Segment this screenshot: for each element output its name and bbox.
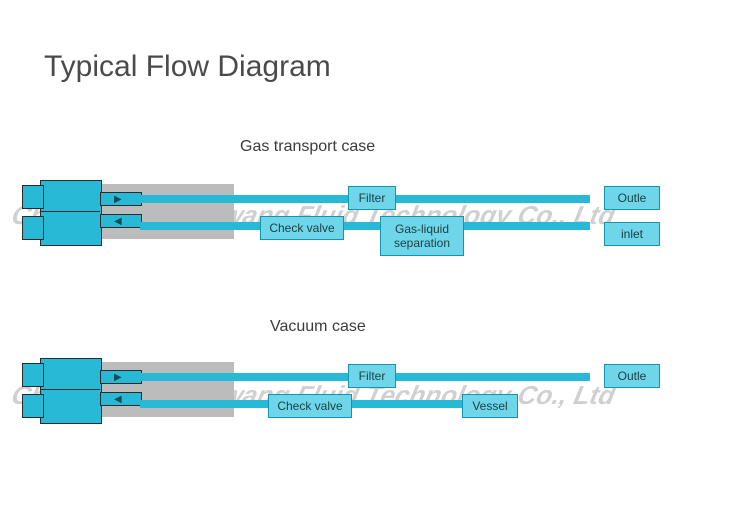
pump-divider-gas — [40, 211, 100, 212]
box-vacuum-check-valve: Check valve — [268, 394, 352, 418]
pump-slot-gas-0 — [22, 185, 44, 209]
box-gas-inlet: inlet — [604, 222, 660, 246]
flow-arrow-icon-vacuum-1: ◀ — [114, 395, 122, 405]
box-vacuum-filter: Filter — [348, 364, 396, 388]
flow-arrow-icon-gas-1: ◀ — [114, 217, 122, 227]
box-gas-gas-liquid-separation: Gas-liquid separation — [380, 216, 464, 256]
pump-head-vacuum — [40, 358, 102, 424]
pipe-gas-1 — [140, 222, 590, 230]
pump-divider-vacuum — [40, 389, 100, 390]
box-vacuum-vessel: Vessel — [462, 394, 518, 418]
page-title: Typical Flow Diagram — [44, 50, 331, 84]
pump-slot-vacuum-0 — [22, 363, 44, 387]
diagram-stage: Typical Flow Diagram Changzhou Yuanwang … — [0, 0, 750, 508]
box-vacuum-outle: Outle — [604, 364, 660, 388]
box-gas-outle: Outle — [604, 186, 660, 210]
flow-arrow-icon-vacuum-0: ▶ — [114, 373, 122, 383]
pump-slot-gas-1 — [22, 216, 44, 240]
case-subtitle-gas: Gas transport case — [240, 138, 375, 156]
case-subtitle-vacuum: Vacuum case — [270, 318, 366, 336]
flow-arrow-icon-gas-0: ▶ — [114, 195, 122, 205]
pump-slot-vacuum-1 — [22, 394, 44, 418]
pump-head-gas — [40, 180, 102, 246]
box-gas-filter: Filter — [348, 186, 396, 210]
box-gas-check-valve: Check valve — [260, 216, 344, 240]
